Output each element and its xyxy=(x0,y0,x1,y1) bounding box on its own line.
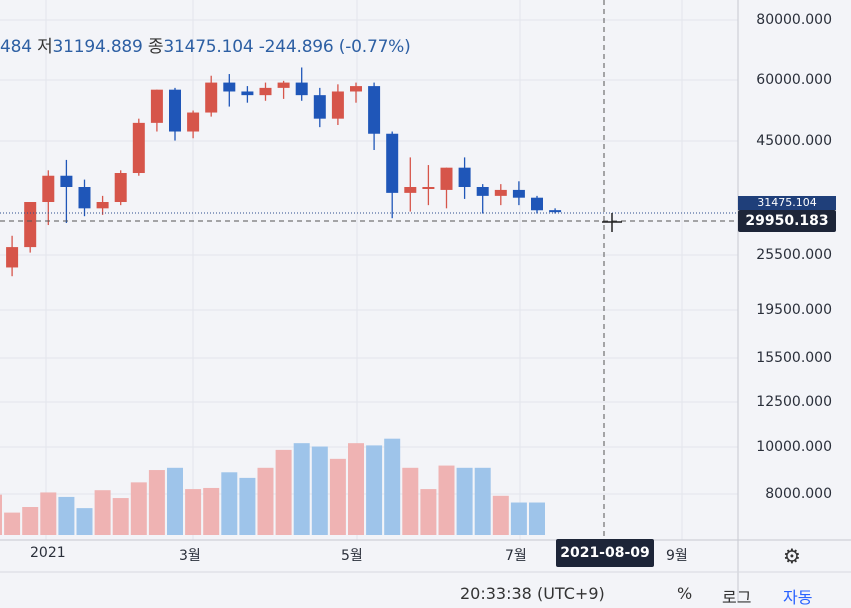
auto-scale-toggle[interactable]: 자동 xyxy=(783,588,813,607)
volume-bar xyxy=(148,470,165,535)
price-axis-tick: 12500.000 xyxy=(756,394,832,410)
candle-body xyxy=(42,175,55,203)
volume-bar xyxy=(529,502,545,535)
volume-bar xyxy=(474,467,491,535)
candle-body xyxy=(223,82,236,92)
price-axis-tick: 15500.000 xyxy=(756,350,832,366)
time-axis-tick: 7월 xyxy=(505,548,527,564)
volume-bar xyxy=(22,507,39,535)
volume-bar xyxy=(384,438,401,535)
volume-bar xyxy=(221,472,238,535)
volume-bar xyxy=(112,498,129,535)
candle-body xyxy=(368,86,381,134)
price-axis-tick: 8000.000 xyxy=(765,486,832,502)
crosshair-cursor xyxy=(602,213,622,232)
price-axis-tick: 60000.000 xyxy=(756,72,832,88)
legend-close-value: 31475.104 xyxy=(163,37,254,57)
price-axis-tick: 19500.000 xyxy=(756,302,832,318)
volume-bar xyxy=(456,467,473,535)
volume-bar xyxy=(185,489,202,535)
volume-bar xyxy=(4,512,21,535)
candle-body xyxy=(24,202,37,248)
price-axis-tick: 45000.000 xyxy=(756,133,832,149)
candle-body xyxy=(512,189,525,198)
volume-bar xyxy=(311,446,328,535)
candle-body xyxy=(187,112,200,132)
candle-body xyxy=(205,82,218,113)
volume-bar xyxy=(402,467,419,535)
candle-body xyxy=(295,82,308,96)
candle-body xyxy=(531,197,543,211)
volume-bar xyxy=(257,467,274,535)
volume-bar xyxy=(239,477,256,535)
candle-body xyxy=(150,89,163,123)
volume-bars xyxy=(0,438,545,535)
volume-bar xyxy=(0,494,2,535)
volume-bar xyxy=(366,445,383,535)
candle-body xyxy=(241,91,254,96)
price-axis-tick: 80000.000 xyxy=(756,12,832,28)
gear-icon[interactable]: ⚙ xyxy=(783,544,801,568)
volume-bar xyxy=(492,495,509,535)
ohlc-legend: 484 저31194.889 종31475.104 -244.896 (-0.7… xyxy=(0,32,411,57)
candle-body xyxy=(549,210,562,213)
volume-bar xyxy=(329,458,346,535)
time-axis-tick: 5월 xyxy=(341,548,363,564)
candle-body xyxy=(313,95,326,119)
candle-body xyxy=(350,86,362,92)
last-price-tag: 31475.104 xyxy=(738,196,836,210)
candle-body xyxy=(132,122,145,174)
log-scale-toggle[interactable]: 로그 xyxy=(722,588,752,607)
time-axis-tick: 3월 xyxy=(179,548,201,564)
candle-body xyxy=(494,189,507,196)
candle-body xyxy=(476,186,489,196)
candle-body xyxy=(114,173,127,203)
candle-body xyxy=(386,133,399,193)
legend-change: -244.896 xyxy=(258,37,334,57)
percent-scale-toggle[interactable]: % xyxy=(677,584,693,603)
legend-low-value: 31194.889 xyxy=(52,37,143,57)
volume-bar xyxy=(438,465,455,535)
time-axis-tick: 9월 xyxy=(666,548,688,564)
legend-low-label: 저 xyxy=(37,37,53,57)
price-axis-tick: 10000.000 xyxy=(756,439,832,455)
candle-body xyxy=(440,167,453,190)
crosshair-price-label: 29950.183 xyxy=(738,210,836,232)
candle-body xyxy=(6,247,19,268)
candle-body xyxy=(96,202,109,209)
volume-bar xyxy=(58,496,75,535)
volume-bar xyxy=(293,443,310,535)
timezone-clock[interactable]: 20:33:38 (UTC+9) xyxy=(460,584,605,603)
crosshair-date-label: 2021-08-09 xyxy=(556,539,654,567)
chart-grid xyxy=(0,0,738,540)
candle-body xyxy=(458,167,471,187)
volume-bar xyxy=(420,489,437,535)
volume-bar xyxy=(203,487,220,535)
volume-bar xyxy=(76,508,93,535)
candle-body xyxy=(169,89,181,132)
volume-bar xyxy=(130,482,147,535)
candlestick-series xyxy=(6,67,562,277)
legend-close-label: 종 xyxy=(147,37,164,57)
candle-body xyxy=(78,186,91,209)
price-axis-tick: 25500.000 xyxy=(756,247,832,263)
candle-body xyxy=(404,186,417,193)
time-axis-tick: 2021 xyxy=(30,545,66,561)
candle-body xyxy=(277,82,290,88)
candle-body xyxy=(331,91,344,119)
candle-body xyxy=(422,186,435,189)
candle-body xyxy=(60,175,73,187)
legend-open-fragment: 484 xyxy=(0,37,32,57)
volume-bar xyxy=(510,502,527,535)
volume-bar xyxy=(94,490,111,535)
volume-bar xyxy=(348,443,364,535)
volume-bar xyxy=(167,467,183,535)
volume-bar xyxy=(275,449,292,535)
candle-body xyxy=(259,87,272,96)
volume-bar xyxy=(40,492,57,535)
legend-change-pct: (-0.77%) xyxy=(338,37,411,57)
